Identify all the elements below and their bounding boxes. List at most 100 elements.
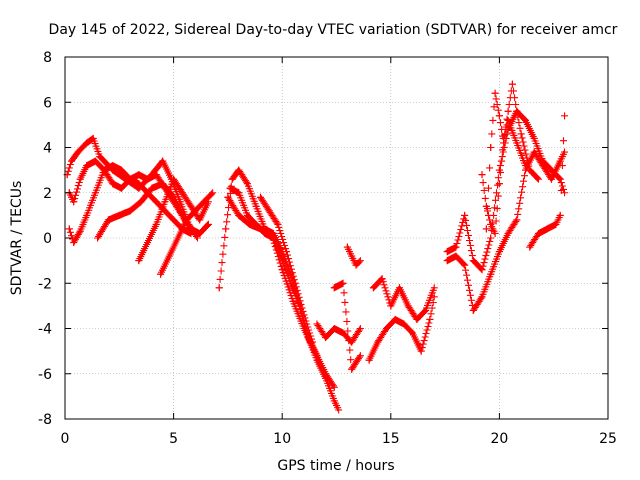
data-point [200, 198, 208, 206]
data-point [530, 134, 538, 142]
data-point [256, 193, 264, 201]
data-point [552, 220, 560, 228]
data-point [117, 184, 125, 192]
data-point [426, 315, 434, 323]
data-point [413, 315, 421, 323]
data-point [430, 293, 438, 301]
data-point [378, 275, 386, 283]
data-point [352, 261, 360, 269]
data-point [159, 157, 167, 165]
data-point [252, 202, 260, 210]
data-point [278, 257, 286, 265]
data-point [226, 184, 234, 192]
data-point [183, 216, 191, 224]
data-point [161, 198, 169, 206]
data-point [174, 234, 182, 242]
data-point [513, 139, 521, 147]
data-point [526, 243, 534, 251]
data-point [157, 270, 165, 278]
data-point [313, 352, 321, 360]
data-point [159, 180, 167, 188]
y-tick-label: -8 [38, 412, 52, 428]
data-point [70, 198, 78, 206]
x-tick-label: 15 [382, 431, 400, 447]
data-point [548, 175, 556, 183]
data-point [343, 243, 351, 251]
data-point [400, 320, 408, 328]
data-point [356, 325, 364, 332]
data-point [391, 315, 399, 323]
data-point [222, 225, 230, 233]
data-point [561, 112, 569, 120]
data-point [76, 175, 84, 183]
data-point [452, 243, 460, 251]
data-point [322, 370, 330, 378]
data-point [374, 338, 382, 346]
data-point [91, 157, 99, 165]
data-point [161, 207, 169, 215]
data-point [144, 175, 152, 183]
x-axis-label: GPS time / hours [277, 458, 394, 474]
data-point [430, 284, 438, 292]
x-tick-label: 25 [599, 431, 617, 447]
data-point [261, 229, 269, 237]
y-tick-labels: -8 -6 -4 -2 0 2 4 6 8 [38, 50, 52, 428]
data-point [369, 284, 377, 292]
data-point [478, 266, 486, 274]
data-point [452, 252, 460, 260]
data-point [487, 270, 495, 278]
data-point [65, 225, 73, 233]
data-point [495, 180, 503, 188]
data-point [117, 166, 125, 174]
data-point [508, 80, 516, 88]
data-point [534, 229, 542, 237]
data-point [504, 107, 512, 115]
data-series-14 [369, 275, 438, 323]
y-axis-label: SDTVAR / TECUs [9, 181, 25, 296]
data-point [491, 89, 499, 97]
data-point [265, 207, 273, 215]
data-point [548, 166, 556, 174]
data-point [487, 220, 495, 228]
data-point [530, 148, 538, 156]
data-series-9 [226, 184, 321, 360]
data-point [243, 180, 251, 188]
data-point [94, 234, 102, 242]
data-point [556, 175, 564, 183]
data-point [561, 148, 569, 156]
data-point [196, 216, 204, 224]
data-point [278, 266, 286, 274]
data-point [534, 175, 542, 183]
data-series-18 [482, 80, 542, 233]
data-point [235, 211, 243, 219]
data-point [165, 252, 173, 260]
data-point [274, 220, 282, 228]
data-point [109, 162, 117, 170]
data-point [170, 175, 178, 183]
x-tick-label: 0 [61, 431, 70, 447]
data-point [495, 248, 503, 256]
data-point [487, 144, 495, 151]
data-point [348, 252, 356, 260]
data-point [137, 198, 145, 206]
y-tick-label: 2 [43, 186, 52, 202]
data-point [83, 211, 91, 219]
data-point [356, 257, 364, 265]
data-point [543, 225, 551, 233]
data-point [469, 257, 477, 265]
data-point [291, 279, 299, 287]
data-point [517, 130, 525, 138]
data-point [135, 171, 143, 179]
data-series-6 [157, 189, 217, 278]
data-point [235, 166, 243, 174]
data-point [289, 297, 297, 305]
data-point [148, 184, 156, 192]
data-point [224, 193, 232, 201]
data-point [556, 157, 564, 165]
data-point [482, 202, 490, 210]
data-point [68, 157, 76, 165]
data-series-12 [330, 279, 364, 373]
data-point [495, 112, 503, 120]
data-point [196, 229, 204, 237]
data-point [243, 211, 251, 219]
